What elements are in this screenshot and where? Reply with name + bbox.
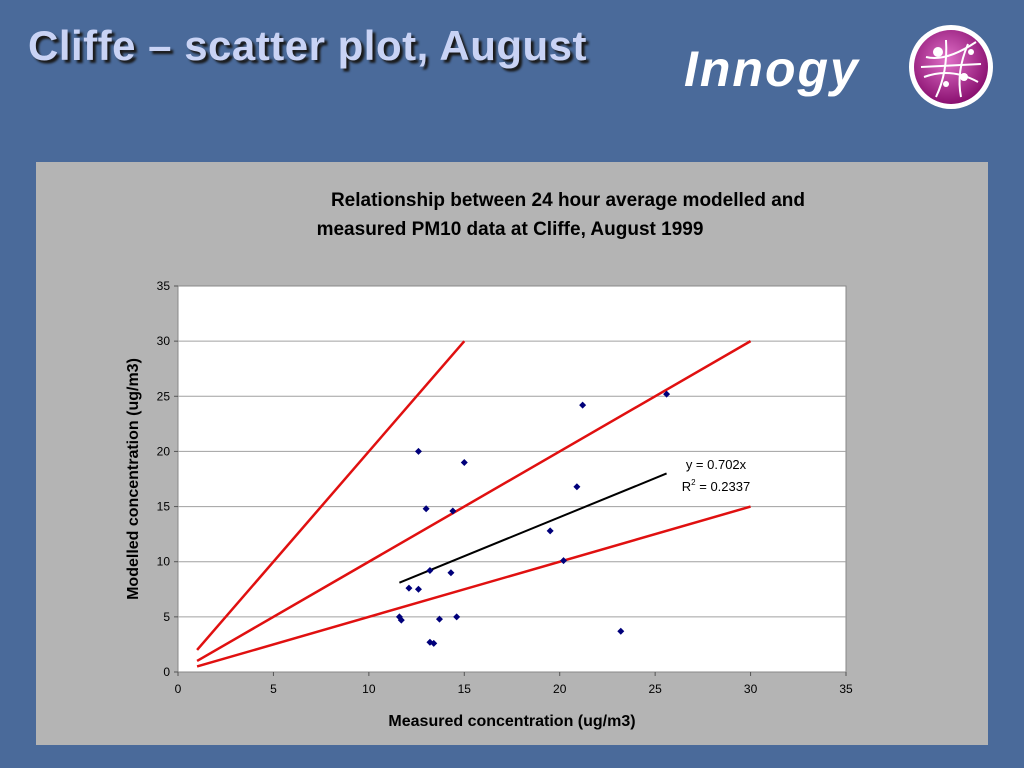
data-point xyxy=(426,567,434,575)
y-tick-label: 35 xyxy=(157,279,171,293)
y-tick-label: 30 xyxy=(157,334,171,348)
r2-label: R2 = 0.2337 xyxy=(682,478,750,494)
scatter-chart: Relationship between 24 hour average mod… xyxy=(125,190,853,730)
y-axis-label: Modelled concentration (ug/m3) xyxy=(125,358,142,600)
data-point xyxy=(397,616,405,624)
x-axis-label: Measured concentration (ug/m3) xyxy=(388,713,635,730)
x-tick-label: 30 xyxy=(744,682,758,696)
data-point xyxy=(422,505,430,513)
data-point xyxy=(430,639,438,647)
data-point xyxy=(405,584,413,592)
chart-title-line2: measured PM10 data at Cliffe, August 199… xyxy=(317,219,704,240)
equation-label: y = 0.702x xyxy=(686,457,747,472)
innogy-logo: Innogy xyxy=(680,18,1000,113)
reference-line xyxy=(196,340,752,663)
y-tick-label: 20 xyxy=(157,444,171,458)
data-point xyxy=(414,585,422,593)
data-point xyxy=(414,447,422,455)
y-tick-label: 0 xyxy=(163,665,170,679)
x-tick-label: 25 xyxy=(648,682,662,696)
data-point xyxy=(449,507,457,515)
x-tick-label: 5 xyxy=(270,682,277,696)
data-point xyxy=(663,390,671,398)
y-tick-label: 10 xyxy=(157,555,171,569)
logo-mark-icon xyxy=(909,25,993,109)
data-point xyxy=(560,557,568,565)
logo-text: Innogy xyxy=(684,41,860,97)
x-tick-label: 0 xyxy=(175,682,182,696)
y-tick-label: 5 xyxy=(163,610,170,624)
x-tick-label: 10 xyxy=(362,682,376,696)
reference-line xyxy=(196,505,751,668)
x-tick-label: 20 xyxy=(553,682,567,696)
chart-panel: Relationship between 24 hour average mod… xyxy=(36,162,988,745)
data-point xyxy=(395,613,403,621)
reference-line xyxy=(196,340,466,651)
chart-title-line1: Relationship between 24 hour average mod… xyxy=(331,190,805,211)
data-point xyxy=(546,527,554,535)
data-point xyxy=(573,483,581,491)
data-point xyxy=(426,638,434,646)
y-tick-label: 15 xyxy=(157,500,171,514)
data-point xyxy=(460,458,468,466)
trendline xyxy=(399,472,667,584)
data-point xyxy=(579,401,587,409)
data-point xyxy=(435,615,443,623)
x-tick-label: 15 xyxy=(458,682,472,696)
x-tick-label: 35 xyxy=(839,682,853,696)
slide-title: Cliffe – scatter plot, August xyxy=(28,22,588,69)
data-point xyxy=(447,569,455,577)
data-point xyxy=(617,627,625,635)
data-point xyxy=(453,613,461,621)
y-tick-label: 25 xyxy=(157,389,171,403)
